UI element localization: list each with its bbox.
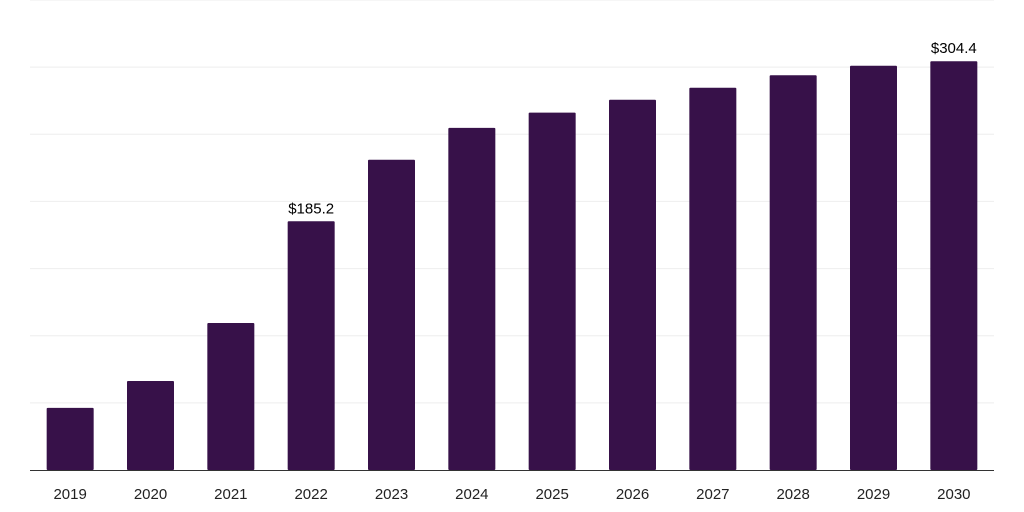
x-tick-label: 2025	[535, 486, 568, 503]
x-tick-label: 2029	[857, 486, 890, 503]
x-tick-label: 2022	[294, 486, 327, 503]
x-tick-labels: 2019 2020 2021 2022 2023 2024 2025 2026 2027 2028…	[53, 486, 970, 503]
bar-2020	[127, 380, 174, 470]
x-tick-label: 2024	[455, 486, 488, 503]
bar-2023	[368, 159, 415, 471]
x-tick-label: 2028	[776, 486, 809, 503]
bar-2019	[46, 407, 94, 470]
bar-2030	[930, 61, 978, 471]
bars	[46, 61, 978, 471]
x-tick-label: 2020	[134, 486, 167, 503]
bar-2022	[287, 221, 335, 470]
data-label-2022: $185.2	[288, 200, 334, 217]
bar-2029	[850, 65, 897, 471]
bar-2027	[689, 87, 737, 470]
x-tick-label: 2026	[616, 486, 649, 503]
x-tick-label: 2019	[53, 486, 86, 503]
bar-2026	[609, 99, 656, 470]
bar-2025	[528, 112, 576, 470]
data-labels: $185.2 $304.4	[288, 40, 977, 217]
x-tick-label: 2021	[214, 486, 247, 503]
data-label-2030: $304.4	[931, 40, 977, 57]
bar-2021	[207, 322, 255, 470]
bar-2028	[769, 75, 817, 470]
x-tick-label: 2023	[375, 486, 408, 503]
bar-2024	[448, 127, 496, 470]
gridlines	[30, 0, 994, 404]
x-tick-label: 2030	[937, 486, 970, 503]
x-tick-label: 2027	[696, 486, 729, 503]
